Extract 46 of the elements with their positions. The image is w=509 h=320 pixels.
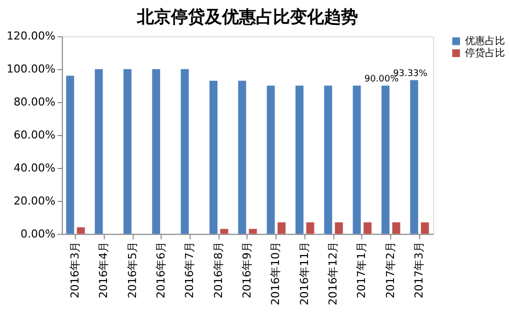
x-tick-label: 2016年6月 [154,241,168,298]
x-tick-label: 2017年2月 [384,241,397,298]
y-tick-label: 40.00% [14,161,56,174]
bar [220,228,228,234]
x-tick-label: 2017年1月 [355,241,368,298]
bar [209,80,218,234]
chart-title: 北京停贷及优惠占比变化趋势 [136,6,358,26]
bar [94,69,103,234]
bar [420,222,429,234]
bar [123,69,132,234]
y-tick-label: 60.00% [14,128,56,142]
legend-label: 优惠占比 [465,35,506,48]
bar [152,69,160,234]
y-tick-label: 0.00% [20,227,56,240]
bar [295,86,304,234]
bar [180,69,189,234]
bar [238,80,246,234]
x-tick-label: 2016年4月 [97,241,110,298]
x-tick-label: 2016年10月 [269,241,282,306]
x-tick-label: 2016年8月 [212,241,225,298]
bar [381,86,390,234]
x-tick-label: 2016年3月 [68,241,82,298]
bar [352,86,361,234]
y-tick-label: 120.00% [6,30,56,43]
bar [392,222,400,234]
bar [334,222,343,234]
data-label: 90.00% [364,74,400,85]
bar [364,222,372,234]
x-tick-label: 2016年9月 [240,241,254,298]
y-tick-label: 20.00% [14,194,56,208]
x-tick-label: 2016年7月 [183,241,196,298]
bar [278,222,286,234]
legend-label: 停贷占比 [465,47,506,60]
bar [76,227,85,234]
bar [410,80,418,234]
bar [306,222,314,234]
x-tick-label: 2016年12月 [326,241,340,306]
x-tick-label: 2016年11月 [298,241,311,306]
x-tick-label: 2016年5月 [126,241,139,298]
bar [266,86,275,234]
bar [66,76,74,234]
bar [324,86,332,234]
y-tick-label: 80.00% [14,96,56,109]
y-tick-label: 100.00% [6,62,56,76]
bar [248,228,257,234]
x-tick-label: 2017年3月 [412,241,426,298]
